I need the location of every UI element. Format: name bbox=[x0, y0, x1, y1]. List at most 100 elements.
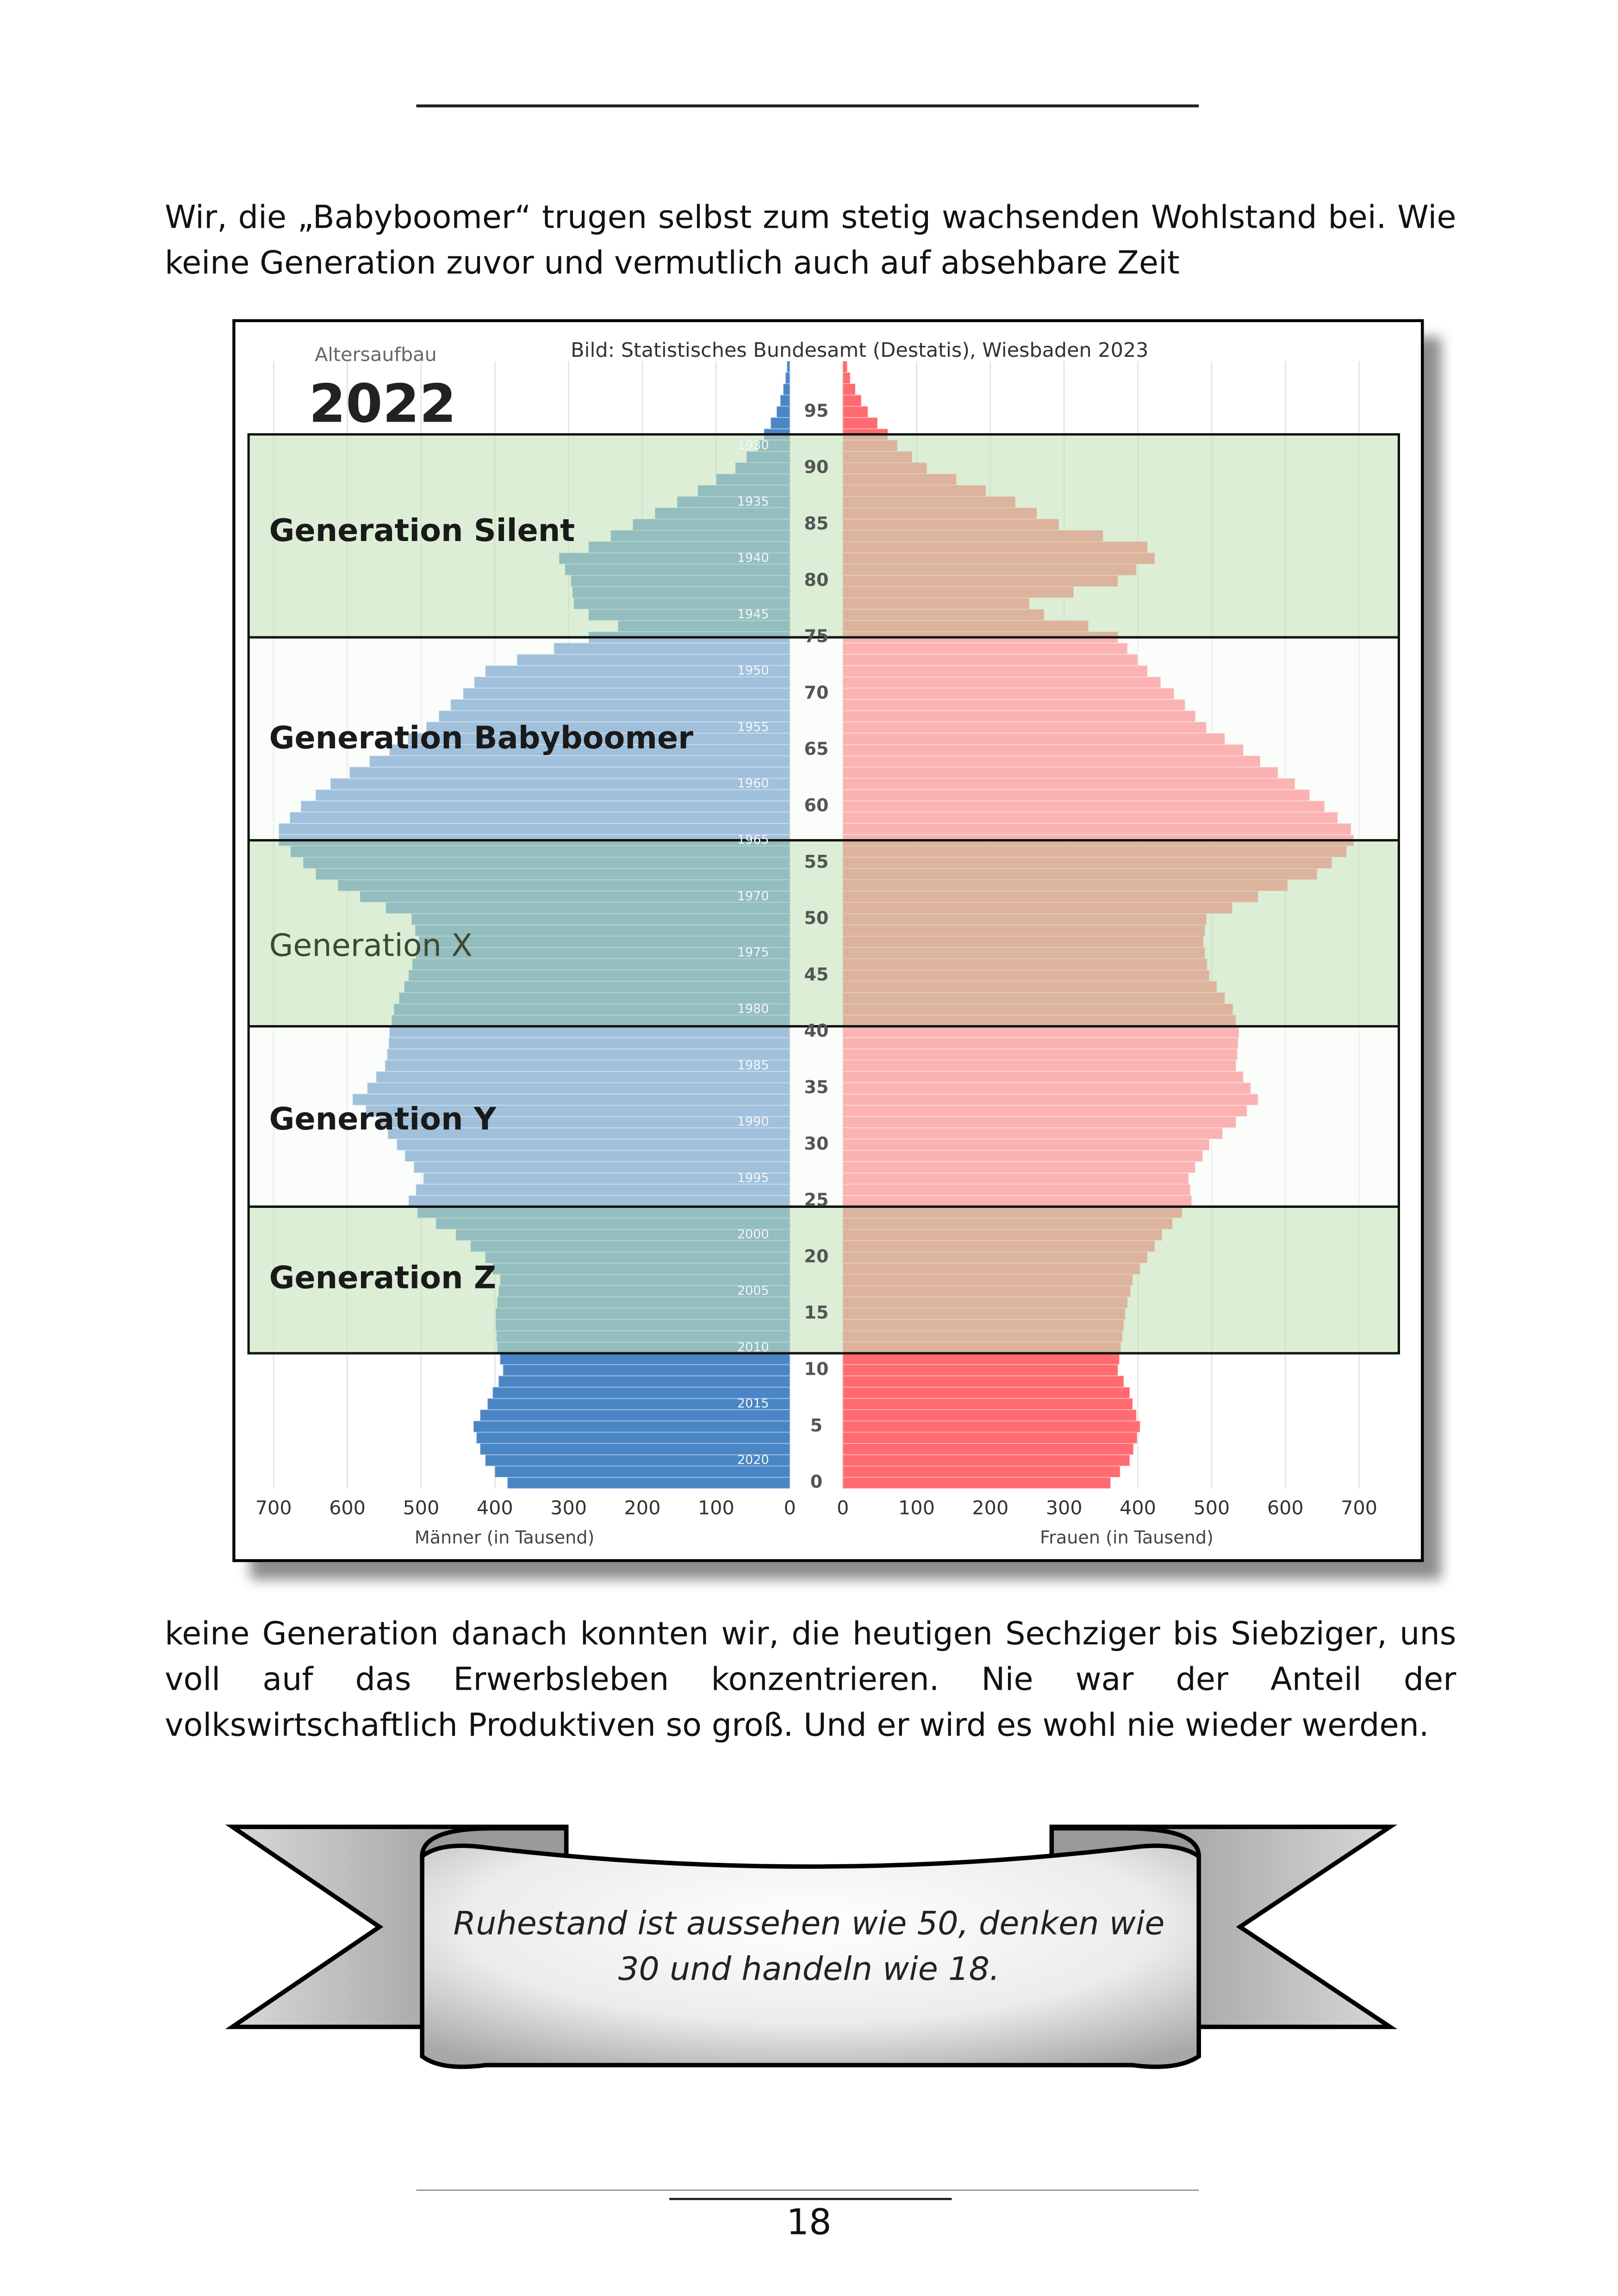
generation-band bbox=[247, 433, 1400, 639]
generation-label: Generation Y bbox=[269, 1101, 497, 1137]
birth-year-label: 1965 bbox=[737, 833, 769, 847]
generation-label: Generation Silent bbox=[269, 512, 575, 548]
bar bbox=[842, 1431, 1138, 1444]
y-tick-label: 65 bbox=[804, 739, 828, 759]
bar bbox=[842, 1375, 1125, 1388]
source-note: Bild: Statistisches Bundesamt (Destatis)… bbox=[571, 339, 1148, 362]
bar bbox=[473, 1420, 790, 1433]
y-tick-label: 10 bbox=[804, 1359, 828, 1379]
bar bbox=[485, 1454, 790, 1467]
birth-year-label: 2015 bbox=[737, 1396, 769, 1411]
bar bbox=[783, 383, 790, 396]
bar bbox=[479, 1409, 790, 1422]
y-tick-label: 45 bbox=[804, 964, 828, 984]
x-tick-label: 500 bbox=[403, 1497, 439, 1519]
x-tick-label: 300 bbox=[550, 1497, 587, 1519]
bar bbox=[780, 394, 790, 407]
bar bbox=[842, 1364, 1119, 1376]
bar bbox=[842, 383, 856, 396]
axis-label: Frauen (in Tausend) bbox=[1040, 1527, 1214, 1548]
x-tick-label: 700 bbox=[255, 1497, 292, 1519]
birth-year-label: 1940 bbox=[737, 551, 769, 565]
y-tick-label: 40 bbox=[804, 1020, 828, 1041]
generation-label: Generation Z bbox=[269, 1260, 497, 1296]
generation-band bbox=[247, 1025, 1400, 1208]
bar bbox=[786, 361, 790, 373]
x-tick-label: 400 bbox=[477, 1497, 513, 1519]
bar bbox=[770, 417, 790, 429]
bar bbox=[842, 1443, 1134, 1456]
x-tick-label: 0 bbox=[784, 1497, 796, 1519]
bar bbox=[494, 1465, 790, 1478]
generation-band bbox=[247, 636, 1400, 842]
x-tick-label: 700 bbox=[1341, 1497, 1377, 1519]
x-tick-label: 600 bbox=[329, 1497, 366, 1519]
x-tick-label: 200 bbox=[972, 1497, 1008, 1519]
bar bbox=[776, 405, 790, 418]
y-tick-label: 35 bbox=[804, 1077, 828, 1097]
y-tick-label: 90 bbox=[804, 457, 828, 477]
y-tick-label: 30 bbox=[804, 1133, 828, 1154]
bar bbox=[492, 1387, 790, 1399]
birth-year-label: 1955 bbox=[737, 720, 769, 734]
bar bbox=[842, 1409, 1137, 1422]
bar bbox=[842, 1454, 1130, 1467]
bar bbox=[476, 1431, 790, 1444]
birth-year-label: 1970 bbox=[737, 889, 769, 903]
birth-year-label: 2000 bbox=[737, 1227, 769, 1242]
y-tick-label: 80 bbox=[804, 570, 828, 590]
birth-year-label: 1960 bbox=[737, 776, 769, 790]
generation-label: Generation Babyboomer bbox=[269, 720, 694, 756]
bar bbox=[842, 1420, 1141, 1433]
y-tick-label: 70 bbox=[804, 682, 828, 703]
bar bbox=[842, 1353, 1120, 1365]
bar bbox=[842, 417, 878, 429]
y-tick-label: 0 bbox=[810, 1472, 823, 1492]
bar bbox=[842, 1477, 1111, 1489]
x-tick-label: 100 bbox=[898, 1497, 935, 1519]
x-tick-label: 300 bbox=[1046, 1497, 1083, 1519]
birth-year-label: 1950 bbox=[737, 664, 769, 678]
y-tick-label: 50 bbox=[804, 908, 828, 928]
paragraph: keine Generation danach konnten wir, die… bbox=[164, 1616, 1456, 1745]
bar bbox=[842, 1387, 1130, 1399]
chart-subtitle: Altersaufbau bbox=[315, 343, 437, 366]
generation-label: Generation X bbox=[269, 927, 473, 963]
y-tick-label: 95 bbox=[804, 400, 828, 421]
figure: 0 0 100 100 200 200 300 300 400 400 500 500 600 600 70… bbox=[232, 319, 1424, 1562]
generation-band bbox=[247, 839, 1400, 1028]
birth-year-label: 1995 bbox=[737, 1171, 769, 1185]
bar bbox=[842, 1465, 1121, 1478]
birth-year-label: 1980 bbox=[737, 1002, 769, 1016]
paragraph: Wir, die „Babyboomer“ trugen selbst zum … bbox=[164, 200, 1456, 283]
bar bbox=[785, 372, 790, 384]
bar bbox=[479, 1443, 790, 1456]
birth-year-label: 2005 bbox=[737, 1284, 769, 1298]
quote: Ruhestand ist aussehen wie 50, denken wi… bbox=[453, 1906, 1165, 1989]
x-tick-label: 600 bbox=[1267, 1497, 1304, 1519]
y-tick-label: 55 bbox=[804, 852, 828, 872]
x-tick-label: 0 bbox=[837, 1497, 849, 1519]
bar bbox=[507, 1477, 790, 1489]
y-tick-label: 5 bbox=[810, 1415, 823, 1436]
bar bbox=[842, 405, 869, 418]
bar bbox=[842, 394, 862, 407]
birth-year-label: 1930 bbox=[737, 438, 769, 452]
x-tick-label: 500 bbox=[1193, 1497, 1230, 1519]
birth-year-label: 1945 bbox=[737, 607, 769, 622]
bar bbox=[499, 1353, 790, 1365]
y-tick-label: 15 bbox=[804, 1302, 828, 1323]
x-tick-label: 100 bbox=[698, 1497, 734, 1519]
y-tick-label: 85 bbox=[804, 513, 828, 534]
y-tick-label: 60 bbox=[804, 795, 828, 815]
chart-title: 2022 bbox=[309, 373, 456, 435]
birth-year-label: 1990 bbox=[737, 1114, 769, 1129]
bar bbox=[842, 361, 848, 373]
birth-year-label: 2020 bbox=[737, 1453, 769, 1467]
birth-year-label: 1975 bbox=[737, 946, 769, 960]
x-tick-label: 400 bbox=[1120, 1497, 1156, 1519]
birth-year-label: 1985 bbox=[737, 1058, 769, 1072]
